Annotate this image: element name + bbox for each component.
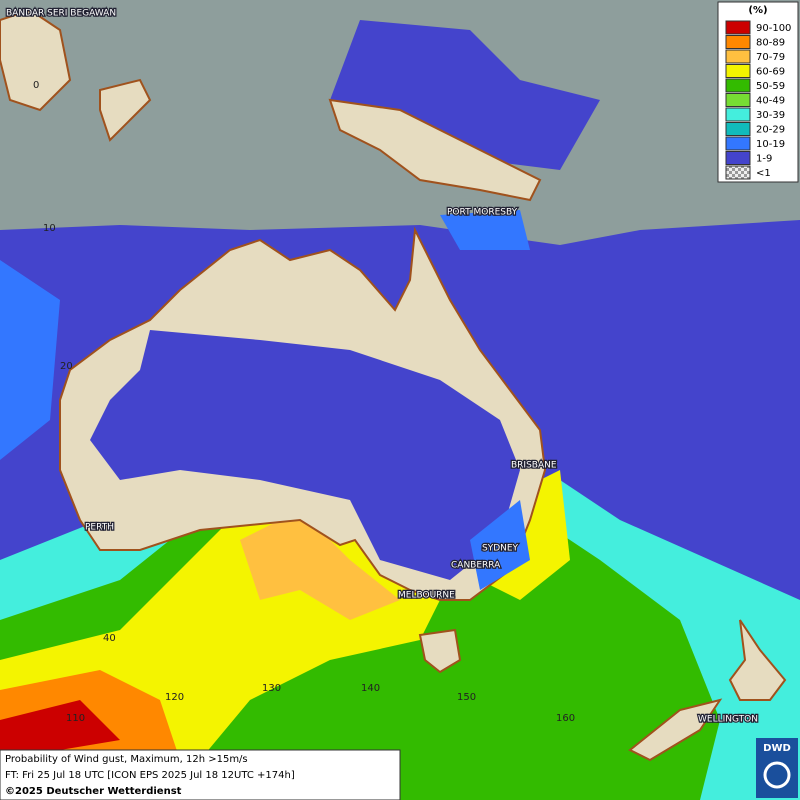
legend-swatch — [725, 20, 751, 35]
legend-swatch — [725, 93, 751, 107]
legend-swatch — [725, 136, 751, 151]
logo: DWD — [756, 738, 798, 798]
legend-label: 90-100 — [756, 23, 791, 34]
legend: (%) 90-100 80-89 70-79 60-69 50-59 40-49 30-39… — [717, 1, 799, 183]
logo-text: DWD — [763, 743, 791, 754]
interior-field — [90, 330, 530, 590]
legend-swatch — [725, 107, 751, 122]
city-label: WELLINGTON — [698, 715, 758, 725]
city-label: BANDAR SERI BEGAWAN — [6, 9, 116, 19]
legend-swatch — [725, 165, 751, 180]
legend-label: 30-39 — [756, 110, 785, 121]
footer: Probability of Wind gust, Maximum, 12h >… — [0, 749, 401, 800]
longitude-label: 120 — [165, 692, 184, 703]
legend-label: 60-69 — [756, 67, 785, 78]
longitude-label: 150 — [457, 692, 476, 703]
latitude-label: 0 — [33, 80, 39, 91]
legend-label: 80-89 — [756, 38, 785, 49]
city-label: MELBOURNE — [398, 591, 455, 601]
legend-swatch — [725, 122, 751, 136]
legend-label: <1 — [756, 168, 771, 179]
latitude-label: 20 — [60, 361, 73, 372]
footer-line: Probability of Wind gust, Maximum, 12h >… — [5, 754, 248, 765]
legend-label: 1-9 — [756, 154, 772, 165]
legend-label: 10-19 — [756, 139, 785, 150]
footer-line: FT: Fri 25 Jul 18 UTC [ICON EPS 2025 Jul… — [5, 770, 295, 781]
legend-label: 70-79 — [756, 52, 785, 63]
legend-swatch — [725, 49, 751, 64]
legend-label: 50-59 — [756, 81, 785, 92]
city-label: CANBERRA — [451, 561, 501, 571]
longitude-label: 130 — [262, 683, 281, 694]
city-label: SYDNEY — [482, 544, 519, 554]
longitude-label: 140 — [361, 683, 380, 694]
copyright: ©2025 Deutscher Wetterdienst — [5, 786, 182, 797]
legend-label: 40-49 — [756, 96, 785, 107]
latitude-label: 10 — [43, 223, 56, 234]
city-label: BRISBANE — [511, 461, 557, 471]
legend-title: (%) — [748, 5, 767, 16]
legend-swatch — [725, 151, 751, 165]
longitude-label: 160 — [556, 713, 575, 724]
legend-swatch — [725, 64, 751, 78]
latitude-label: 40 — [103, 633, 116, 644]
legend-label: 20-29 — [756, 125, 785, 136]
legend-swatch — [725, 78, 751, 93]
legend-swatch — [725, 35, 751, 49]
longitude-label: 110 — [66, 713, 85, 724]
city-label: PERTH — [85, 523, 114, 533]
city-label: PORT MORESBY — [447, 208, 518, 218]
